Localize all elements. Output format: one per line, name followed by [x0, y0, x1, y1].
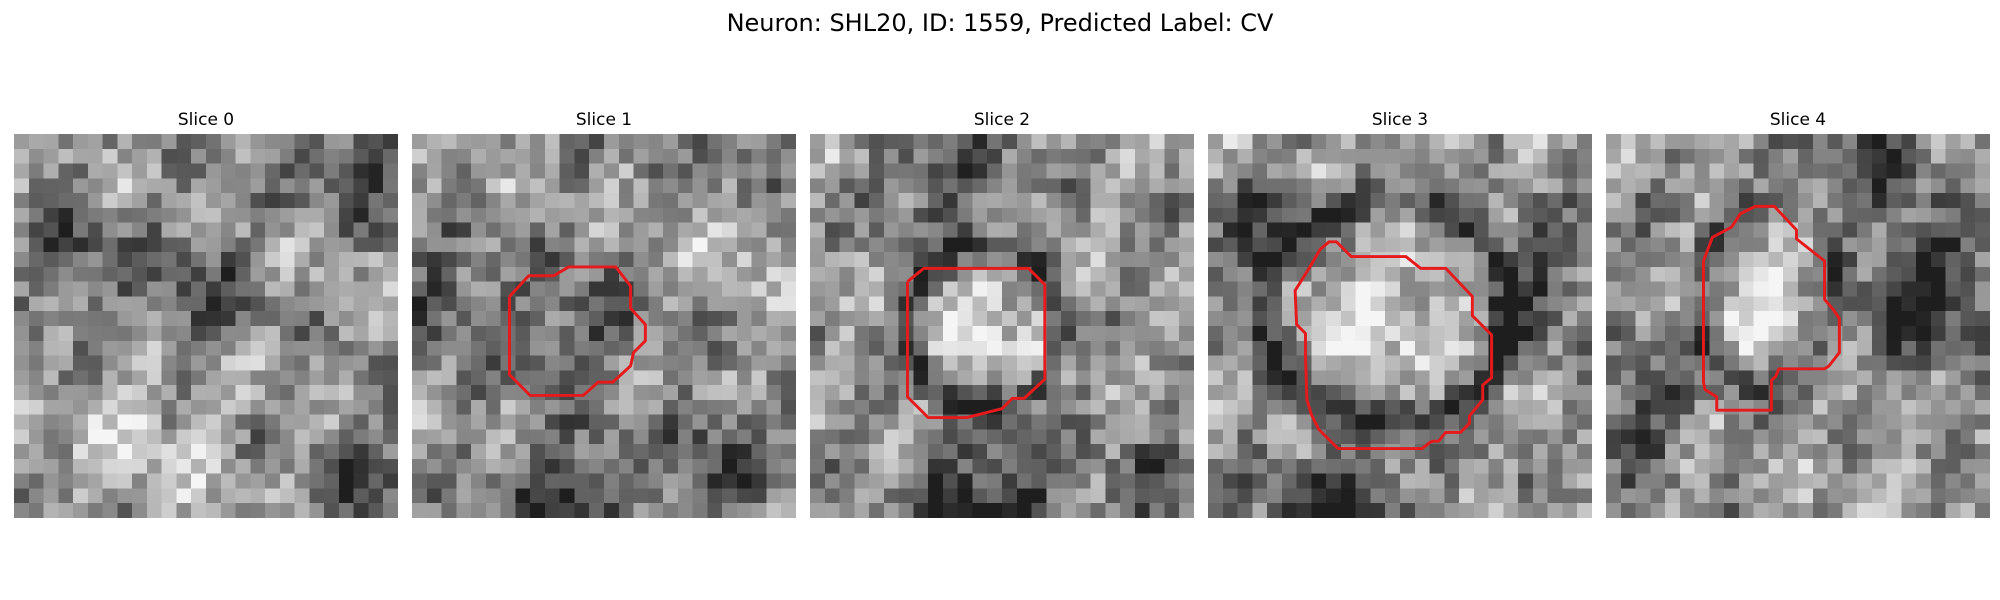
em-slice-image [14, 134, 398, 518]
slice-title: Slice 3 [1371, 110, 1429, 130]
slice-title: Slice 1 [575, 110, 633, 130]
pixel-grid [1208, 134, 1592, 518]
slice-panel-0: Slice 0 [14, 108, 398, 532]
slice-panel-1: Slice 1 [412, 108, 796, 532]
slice-panel-4: Slice 4 [1606, 108, 1990, 532]
slice-panel-3: Slice 3 [1208, 108, 1592, 532]
slice-title: Slice 2 [973, 110, 1031, 130]
em-slice-image [1606, 134, 1990, 518]
pixel-grid [412, 134, 796, 518]
slice-title: Slice 0 [177, 110, 235, 130]
pixel-grid [14, 134, 398, 518]
pixel-grid [810, 134, 1194, 518]
em-slice-image [810, 134, 1194, 518]
slice-title: Slice 4 [1769, 110, 1827, 130]
segmentation-contour [905, 266, 1047, 420]
segmentation-contour [1701, 204, 1841, 412]
segmentation-contour [1293, 240, 1494, 451]
em-slice-image [1208, 134, 1592, 518]
segmentation-contour [507, 265, 647, 397]
em-slice-image [412, 134, 796, 518]
figure-title: Neuron: SHL20, ID: 1559, Predicted Label… [726, 9, 1274, 37]
pixel-grid [1606, 134, 1990, 518]
slice-panel-2: Slice 2 [810, 108, 1194, 532]
